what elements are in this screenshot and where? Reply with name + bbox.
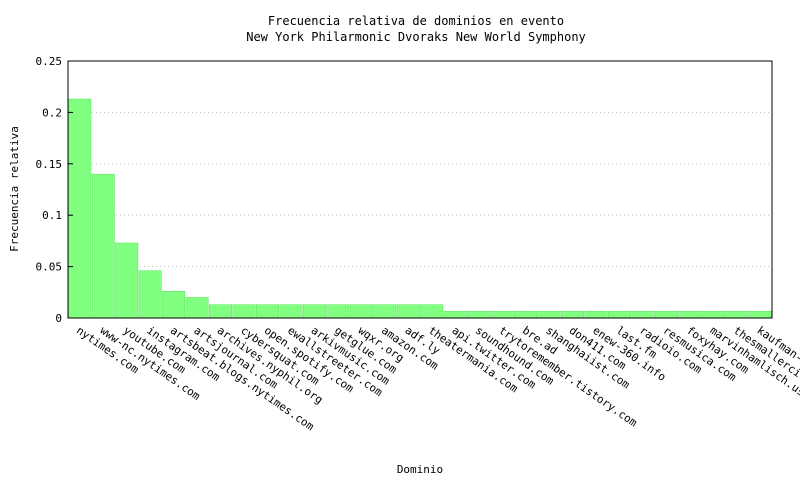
bar: [725, 310, 749, 319]
bar: [232, 304, 256, 319]
y-ticks: 0 0.05 0.1 0.15 0.2 0.25: [36, 55, 73, 325]
x-ticks: nytimes.comwww-nc.nytimes.comyoutube.com…: [74, 324, 800, 434]
y-tick-label: 0.1: [42, 209, 62, 222]
bar: [701, 310, 725, 319]
bar: [537, 310, 561, 319]
bar: [396, 304, 420, 319]
bar: [420, 304, 444, 319]
y-tick-label: 0.15: [36, 158, 63, 171]
bar: [678, 310, 702, 319]
bar: [279, 304, 303, 319]
bar: [748, 310, 772, 319]
bar: [373, 304, 397, 319]
bar: [209, 304, 233, 319]
bar: [561, 310, 585, 319]
y-axis-label: Frecuencia relativa: [8, 126, 21, 252]
y-tick-label: 0.25: [36, 55, 63, 68]
bars-group: [68, 98, 772, 319]
plot-frame: [67, 60, 773, 319]
bar: [68, 98, 92, 319]
bar: [349, 304, 373, 319]
grid-lines: [68, 112, 772, 267]
bar: [302, 304, 326, 319]
chart-subtitle: New York Philarmonic Dvoraks New World S…: [246, 30, 586, 44]
y-tick-label: 0.2: [42, 106, 62, 119]
bar: [255, 304, 279, 319]
bar: [607, 310, 631, 319]
bar: [514, 310, 538, 319]
bar: [115, 242, 139, 319]
bar: [467, 310, 491, 319]
y-tick-label: 0: [55, 312, 62, 325]
bar: [138, 270, 162, 319]
bar: [631, 310, 655, 319]
bar: [185, 297, 209, 319]
bar: [162, 291, 186, 319]
bar: [490, 310, 514, 319]
bar: [654, 310, 678, 319]
x-axis-label: Dominio: [397, 463, 443, 476]
bar: [443, 310, 467, 319]
bar: [91, 173, 115, 319]
bar: [584, 310, 608, 319]
y-tick-label: 0.05: [36, 261, 63, 274]
chart-title: Frecuencia relativa de dominios en event…: [268, 14, 564, 28]
bar: [326, 304, 350, 319]
